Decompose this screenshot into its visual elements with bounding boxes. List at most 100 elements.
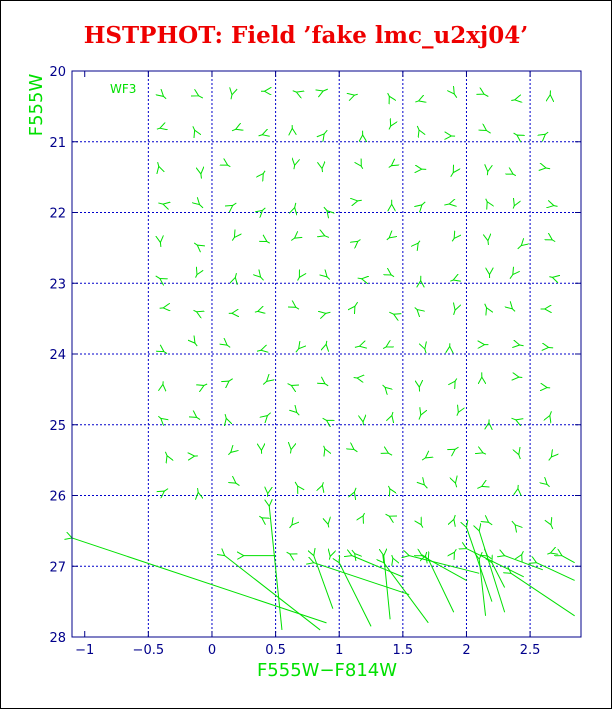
offset-vector [323,445,325,449]
y-tick-label: 25 [49,419,66,434]
long-offset-vector [466,549,524,578]
offset-vector [354,449,358,453]
offset-vector [297,413,300,416]
offset-vector [512,309,516,312]
offset-vector [421,458,425,461]
long-offset-vector [352,556,404,578]
offset-vector [354,346,360,347]
offset-vector [455,446,459,449]
offset-vector [254,311,258,312]
offset-vector [236,483,240,487]
long-offset-vector [511,573,575,617]
offset-vector [354,487,357,492]
offset-vector [258,135,263,136]
offset-vector [229,378,233,381]
x-axis-label: F555W−F814W [257,660,397,681]
offset-vector [554,206,558,207]
offset-vector [286,551,290,554]
offset-vector [228,452,230,456]
offset-vector [415,101,418,102]
offset-vector [545,131,549,134]
y-tick-label: 28 [49,631,66,646]
offset-vector [164,488,169,491]
offset-vector [454,548,457,552]
offset-vector [522,550,524,554]
offset-vector [354,94,358,95]
offset-vector [323,88,328,91]
offset-vector [200,205,204,209]
long-offset-vector [339,563,372,627]
offset-vector [261,277,264,281]
offset-vector [382,384,386,387]
offset-vector [444,204,449,205]
offset-vector [509,275,513,279]
offset-vector [227,345,231,348]
offset-vector [426,551,427,556]
offset-vector [351,549,355,553]
x-tick-label: 0 [208,643,216,658]
offset-vector [295,202,296,208]
x-tick-label: 0.5 [265,643,286,658]
offset-vector [388,126,391,130]
offset-vector [546,168,551,169]
offset-vector [158,203,163,204]
offset-vector [484,303,487,308]
offset-vector [450,173,454,177]
offset-vector [361,166,364,170]
offset-vector [290,450,291,454]
offset-vector [488,241,489,246]
offset-vector [422,201,426,205]
offset-vector [357,278,362,279]
long-offset-vector [269,506,283,630]
long-offset-vector [479,531,506,613]
offset-vector [290,238,294,241]
offset-vector [323,206,327,210]
long-offset-vector [428,559,455,613]
offset-vector [358,239,361,241]
offset-vector [477,486,481,489]
offset-vector [292,90,297,92]
offset-vector [388,166,392,168]
offset-vector [387,485,389,489]
offset-vector [328,524,329,528]
offset-vector [386,238,389,241]
offset-vector [551,525,554,530]
offset-vector [511,100,514,101]
offset-vector [294,165,295,170]
offset-vector [547,553,550,554]
offset-vector [267,242,271,244]
long-offset-vector [72,538,327,624]
long-offset-vector [562,556,575,564]
offset-vector [547,484,550,488]
y-tick-label: 24 [49,348,66,363]
offset-vector [164,96,167,100]
offset-vector [262,207,266,211]
offset-vector [484,94,489,97]
offset-vector [424,485,428,489]
offset-vector [552,240,556,243]
offset-vector [414,307,417,309]
long-offset-vector [314,563,410,596]
offset-vector [231,237,234,241]
offset-vector [155,275,160,279]
offset-vector [454,94,458,98]
offset-vector [416,125,419,130]
long-offset-vector [409,556,480,574]
long-offset-vector [384,563,429,624]
x-tick-label: 2.5 [520,643,541,658]
y-tick-label: 22 [49,207,66,222]
offset-vector [164,352,168,355]
offset-vector [392,411,393,416]
y-tick-label: 27 [49,560,66,575]
offset-vector [418,415,421,420]
offset-vector [549,277,552,278]
long-offset-vector [466,527,493,602]
offset-vector [389,311,393,314]
offset-vector [297,277,300,281]
offset-vector [387,92,390,96]
x-tick-label: 2 [462,643,470,658]
offset-vector [201,174,202,179]
offset-vector [455,378,458,382]
offset-vector [513,174,517,177]
